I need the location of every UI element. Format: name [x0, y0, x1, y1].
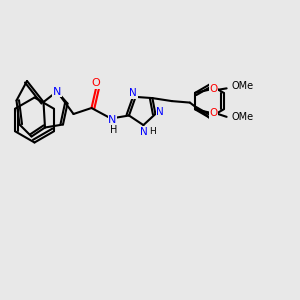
Text: N: N: [53, 86, 61, 97]
Text: H: H: [110, 125, 117, 135]
Text: N: N: [156, 106, 164, 117]
Text: OMe: OMe: [231, 112, 253, 122]
Text: N: N: [140, 127, 148, 137]
Text: N: N: [129, 88, 137, 98]
Text: O: O: [209, 84, 217, 94]
Text: H: H: [150, 127, 156, 136]
Text: O: O: [209, 108, 217, 118]
Text: OMe: OMe: [231, 81, 253, 91]
Text: O: O: [92, 78, 100, 88]
Text: N: N: [108, 115, 117, 125]
